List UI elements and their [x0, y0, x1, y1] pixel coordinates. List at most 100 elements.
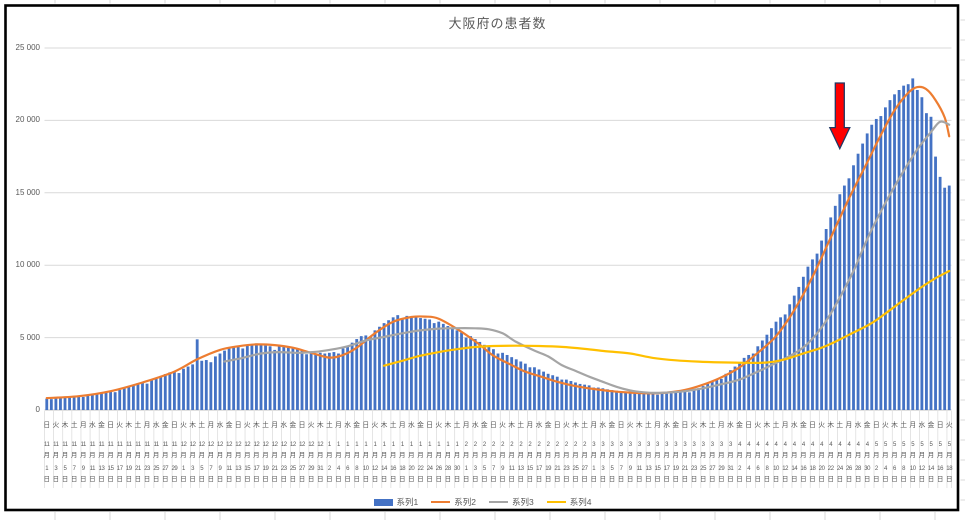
bar [861, 143, 865, 410]
x-label-part: 月 [353, 451, 360, 459]
x-label-part: 10 [910, 466, 917, 472]
bar [214, 356, 217, 410]
bar [838, 194, 842, 410]
x-label-part: 日 [946, 475, 953, 483]
x-label-part: 9 [501, 466, 505, 472]
bar [54, 398, 58, 410]
bar [77, 396, 81, 410]
bar [204, 360, 208, 410]
x-label-part: 4 [847, 442, 851, 448]
red-down-arrow[interactable] [828, 82, 851, 151]
x-label-part: 日 [718, 475, 725, 483]
x-label-part: 月 [463, 421, 470, 429]
x-label-part: 5 [948, 442, 952, 448]
chart-title: 大阪府の患者数 [448, 16, 547, 31]
bar [688, 392, 691, 410]
x-label-part: 日 [372, 475, 379, 483]
x-label-part: 木 [253, 420, 260, 429]
x-label-part: 21 [135, 466, 142, 472]
x-label-part: 日 [426, 421, 433, 429]
x-label-part: 4 [811, 442, 815, 448]
x-label-part: 火 [818, 421, 825, 429]
chart-border [4, 4, 960, 512]
x-label-part: 日 [417, 475, 424, 483]
legend-label: 系列4 [569, 497, 592, 507]
x-label-part: 木 [62, 420, 69, 429]
x-label-part: 日 [126, 475, 133, 483]
x-label-part: 5 [884, 442, 888, 448]
x-label-part: 土 [390, 420, 397, 429]
bar [697, 388, 700, 410]
bar [847, 178, 851, 410]
x-label-part: 9 [629, 466, 633, 472]
x-label-part: 日 [454, 475, 461, 483]
bar [938, 176, 942, 410]
x-label-part: 月 [527, 451, 534, 459]
x-label-part: 日 [226, 475, 233, 483]
x-label-part: 3 [610, 442, 614, 448]
x-label-part: 14 [381, 466, 388, 472]
x-label-part: 13 [518, 466, 525, 472]
x-label-part: 2 [565, 442, 569, 448]
x-label-part: 29 [718, 466, 725, 472]
x-label-part: 月 [153, 451, 160, 459]
red-arrow-shape[interactable] [828, 82, 851, 151]
x-label-part: 日 [107, 421, 114, 429]
x-label-part: 27 [582, 466, 589, 472]
x-label-part: 月 [198, 451, 205, 459]
bar [441, 323, 445, 410]
y-tick-label: 10 000 [15, 260, 40, 270]
x-label-part: 月 [162, 451, 169, 459]
bar [669, 393, 673, 410]
x-label-part: 月 [262, 451, 269, 459]
x-label-part: 1 [401, 442, 405, 448]
x-label-part: 日 [809, 421, 816, 429]
x-label-part: 月 [736, 451, 743, 459]
x-label-part: 日 [235, 421, 242, 429]
bar [911, 78, 915, 411]
x-label-part: 23 [281, 466, 288, 472]
bar [409, 316, 413, 410]
x-label-part: 10 [363, 466, 370, 472]
legend-item-series4[interactable]: 系列4 [546, 496, 592, 508]
x-label-part: 5 [902, 442, 906, 448]
x-label-part: 17 [664, 466, 671, 472]
x-label-part: 日 [755, 475, 762, 483]
x-label-part: 2 [501, 442, 505, 448]
x-label-part: 17 [117, 466, 124, 472]
x-label-part: 4 [829, 442, 833, 448]
x-label-part: 月 [217, 451, 224, 459]
bar [104, 391, 108, 410]
x-label-part: 15 [108, 466, 115, 472]
bar [915, 89, 919, 410]
x-label-part: 月 [773, 451, 780, 459]
x-label-part: 月 [98, 451, 105, 459]
x-label-part: 3 [693, 442, 697, 448]
bar [601, 388, 605, 410]
legend-item-series2[interactable]: 系列2 [431, 496, 476, 508]
x-label-part: 日 [472, 475, 479, 483]
x-label-part: 月 [253, 451, 260, 459]
x-label-part: 火 [308, 421, 315, 429]
legend-item-series3[interactable]: 系列3 [489, 496, 534, 508]
x-label-part: 3 [601, 442, 605, 448]
legend-item-series1[interactable]: 系列1 [373, 496, 418, 508]
x-label-part: 4 [756, 442, 760, 448]
bar [947, 185, 951, 410]
x-label-part: 月 [326, 451, 333, 459]
x-label-part: 日 [390, 475, 397, 483]
x-label-part: 日 [326, 475, 333, 483]
x-label-part: 27 [709, 466, 716, 472]
x-label-part: 6 [346, 466, 350, 472]
x-label-part: 30 [454, 466, 461, 472]
x-label-part: 11 [153, 442, 159, 448]
x-label-part: 11 [226, 466, 232, 472]
x-label-part: 日 [536, 475, 543, 483]
x-label-part: 5 [610, 466, 614, 472]
x-label-part: 月 [390, 451, 397, 459]
x-label-part: 月 [235, 451, 242, 459]
x-label-part: 日 [609, 475, 616, 483]
bar [574, 382, 577, 410]
x-label-part: 月 [244, 451, 251, 459]
